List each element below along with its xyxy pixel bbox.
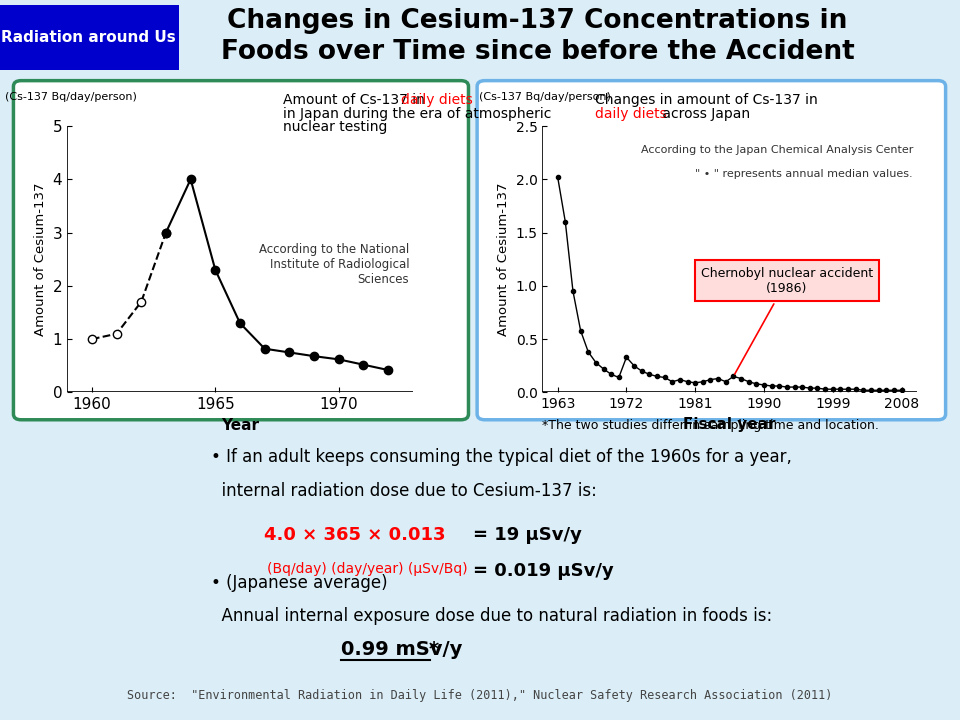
Text: internal radiation dose due to Cesium-137 is:: internal radiation dose due to Cesium-13… [211, 482, 597, 500]
Text: Amount of Cs-137 in: Amount of Cs-137 in [283, 93, 429, 107]
Text: Changes in Cesium-137 Concentrations in
Foods over Time since before the Acciden: Changes in Cesium-137 Concentrations in … [221, 8, 854, 65]
Text: *: * [429, 640, 440, 659]
Text: According to the National
Institute of Radiological
Sciences: According to the National Institute of R… [259, 243, 409, 287]
Text: Source:  "Environmental Radiation in Daily Life (2011)," Nuclear Safety Research: Source: "Environmental Radiation in Dail… [128, 689, 832, 702]
Text: Chernobyl nuclear accident
(1986): Chernobyl nuclear accident (1986) [701, 266, 873, 374]
X-axis label: Fiscal year: Fiscal year [684, 417, 776, 432]
Text: • If an adult keeps consuming the typical diet of the 1960s for a year,: • If an adult keeps consuming the typica… [211, 448, 792, 466]
Text: 0.99 mSv/y: 0.99 mSv/y [341, 640, 462, 659]
Text: Changes in amount of Cs-137 in: Changes in amount of Cs-137 in [595, 93, 818, 107]
Text: *The two studies differ in sampling time and location.: *The two studies differ in sampling time… [542, 419, 878, 432]
Text: daily diets: daily diets [595, 107, 667, 121]
X-axis label: Year: Year [221, 418, 259, 433]
Text: According to the Japan Chemical Analysis Center: According to the Japan Chemical Analysis… [640, 145, 913, 155]
Text: (Cs-137 Bq/day/person): (Cs-137 Bq/day/person) [5, 92, 137, 102]
Y-axis label: Amount of Cesium-137: Amount of Cesium-137 [497, 182, 510, 336]
Text: " • " represents annual median values.: " • " represents annual median values. [695, 168, 913, 179]
Text: • (Japanese average): • (Japanese average) [211, 574, 388, 592]
Text: Annual internal exposure dose due to natural radiation in foods is:: Annual internal exposure dose due to nat… [211, 607, 773, 625]
Text: Radiation around Us: Radiation around Us [1, 30, 176, 45]
Text: 4.0 × 365 × 0.013: 4.0 × 365 × 0.013 [264, 526, 445, 544]
FancyBboxPatch shape [0, 5, 179, 71]
Text: (Cs-137 Bq/day/person): (Cs-137 Bq/day/person) [479, 92, 611, 102]
Text: in Japan during the era of atmospheric: in Japan during the era of atmospheric [283, 107, 552, 121]
Y-axis label: Amount of Cesium-137: Amount of Cesium-137 [34, 182, 47, 336]
Text: = 0.019 μSv/y: = 0.019 μSv/y [473, 562, 614, 580]
Text: daily diets: daily diets [401, 93, 473, 107]
Text: nuclear testing: nuclear testing [283, 120, 388, 134]
Text: = 19 μSv/y: = 19 μSv/y [473, 526, 582, 544]
Text: across Japan: across Japan [658, 107, 750, 121]
Text: (Bq/day) (day/year) (μSv/Bq): (Bq/day) (day/year) (μSv/Bq) [267, 562, 468, 575]
